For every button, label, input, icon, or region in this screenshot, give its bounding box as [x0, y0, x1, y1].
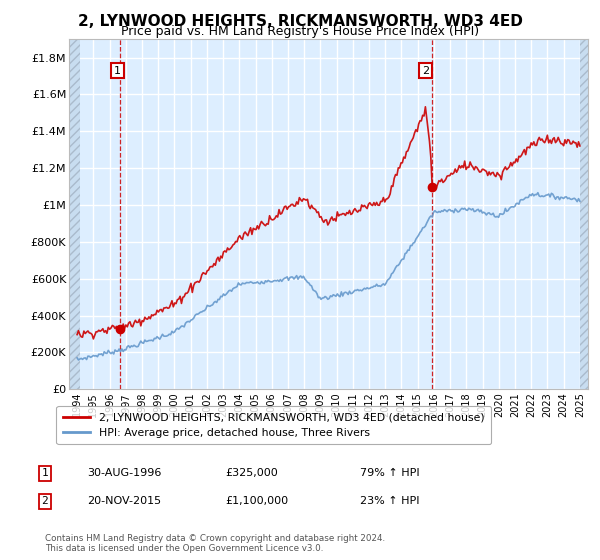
Bar — [580, 39, 590, 389]
Bar — [69, 39, 80, 389]
Text: 79% ↑ HPI: 79% ↑ HPI — [360, 468, 419, 478]
Text: 1: 1 — [114, 66, 121, 76]
Legend: 2, LYNWOOD HEIGHTS, RICKMANSWORTH, WD3 4ED (detached house), HPI: Average price,: 2, LYNWOOD HEIGHTS, RICKMANSWORTH, WD3 4… — [56, 406, 491, 444]
Text: £325,000: £325,000 — [225, 468, 278, 478]
Text: 2: 2 — [422, 66, 430, 76]
Text: 2: 2 — [41, 496, 49, 506]
Text: 20-NOV-2015: 20-NOV-2015 — [87, 496, 161, 506]
Text: 30-AUG-1996: 30-AUG-1996 — [87, 468, 161, 478]
Text: 1: 1 — [41, 468, 49, 478]
Text: 23% ↑ HPI: 23% ↑ HPI — [360, 496, 419, 506]
Text: 2, LYNWOOD HEIGHTS, RICKMANSWORTH, WD3 4ED: 2, LYNWOOD HEIGHTS, RICKMANSWORTH, WD3 4… — [77, 14, 523, 29]
Text: Contains HM Land Registry data © Crown copyright and database right 2024.
This d: Contains HM Land Registry data © Crown c… — [45, 534, 385, 553]
Text: £1,100,000: £1,100,000 — [225, 496, 288, 506]
Text: Price paid vs. HM Land Registry's House Price Index (HPI): Price paid vs. HM Land Registry's House … — [121, 25, 479, 38]
